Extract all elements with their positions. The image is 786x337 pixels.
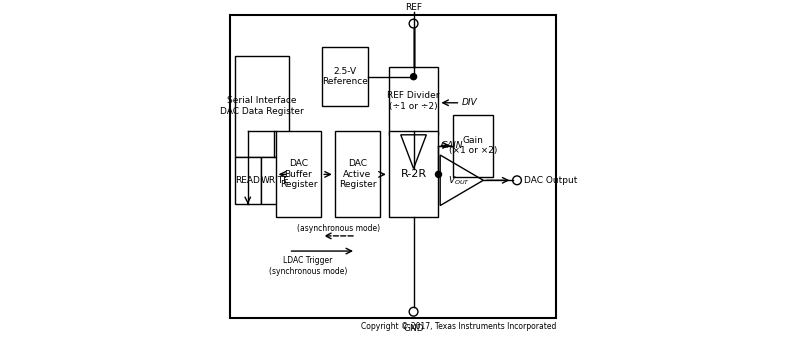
FancyBboxPatch shape: [335, 131, 380, 217]
Text: GND: GND: [403, 324, 424, 333]
Text: DAC
Buffer
Register: DAC Buffer Register: [280, 159, 318, 189]
Text: Serial Interface
DAC Data Register: Serial Interface DAC Data Register: [220, 96, 303, 116]
Text: 2.5-V
Reference: 2.5-V Reference: [322, 67, 368, 86]
Text: R-2R: R-2R: [401, 170, 427, 179]
Text: GAIN: GAIN: [440, 141, 463, 150]
Text: $V_{OUT}$: $V_{OUT}$: [448, 174, 470, 187]
Text: LDAC Trigger
(synchronous mode): LDAC Trigger (synchronous mode): [269, 256, 347, 276]
Text: (asynchronous mode): (asynchronous mode): [297, 223, 380, 233]
Text: Copyright © 2017, Texas Instruments Incorporated: Copyright © 2017, Texas Instruments Inco…: [361, 322, 556, 331]
FancyBboxPatch shape: [234, 56, 288, 157]
Text: REF Divider
(÷1 or ÷2): REF Divider (÷1 or ÷2): [387, 91, 440, 111]
FancyBboxPatch shape: [388, 67, 439, 135]
Text: DIV: DIV: [462, 98, 478, 107]
Circle shape: [410, 73, 417, 80]
Circle shape: [435, 172, 442, 177]
FancyBboxPatch shape: [261, 157, 288, 204]
Text: DAC
Active
Register: DAC Active Register: [339, 159, 376, 189]
FancyBboxPatch shape: [230, 15, 556, 318]
FancyBboxPatch shape: [234, 157, 261, 204]
FancyBboxPatch shape: [322, 47, 368, 106]
Text: DAC Output: DAC Output: [523, 176, 577, 185]
FancyBboxPatch shape: [276, 131, 321, 217]
Text: Gain
(×1 or ×2): Gain (×1 or ×2): [449, 136, 498, 155]
Text: REF: REF: [405, 3, 422, 12]
Text: READ: READ: [235, 176, 260, 185]
FancyBboxPatch shape: [453, 115, 494, 177]
Text: WRITE: WRITE: [260, 176, 289, 185]
FancyBboxPatch shape: [388, 131, 439, 217]
